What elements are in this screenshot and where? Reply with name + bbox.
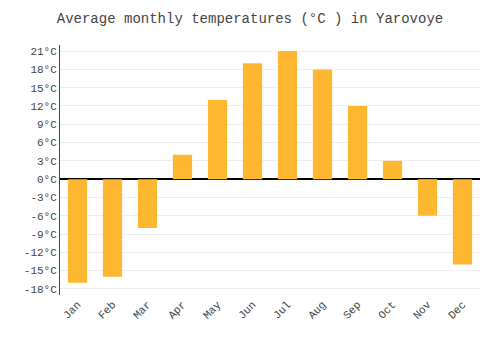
svg-text:Mar: Mar: [131, 299, 153, 321]
svg-text:9°C: 9°C: [37, 119, 57, 131]
svg-text:-18°C: -18°C: [24, 284, 57, 296]
svg-text:Jul: Jul: [271, 299, 293, 321]
svg-text:Apr: Apr: [166, 299, 188, 321]
svg-text:-6°C: -6°C: [30, 211, 57, 223]
svg-text:12°C: 12°C: [30, 101, 57, 113]
svg-text:15°C: 15°C: [30, 83, 57, 95]
svg-text:-15°C: -15°C: [24, 265, 57, 277]
svg-text:Nov: Nov: [411, 299, 434, 322]
svg-text:Jun: Jun: [236, 299, 258, 321]
svg-text:Dec: Dec: [446, 299, 468, 321]
svg-text:Jan: Jan: [61, 299, 83, 321]
svg-text:3°C: 3°C: [37, 156, 57, 168]
svg-text:-3°C: -3°C: [30, 192, 57, 204]
svg-text:Average monthly temperatures (: Average monthly temperatures (°C ) in Ya…: [57, 11, 443, 27]
svg-text:0°C: 0°C: [37, 174, 57, 186]
svg-text:18°C: 18°C: [30, 64, 57, 76]
svg-text:May: May: [201, 299, 224, 322]
svg-text:6°C: 6°C: [37, 137, 57, 149]
svg-text:Aug: Aug: [306, 299, 328, 321]
svg-text:21°C: 21°C: [30, 46, 57, 58]
svg-text:Oct: Oct: [376, 299, 398, 321]
svg-text:-12°C: -12°C: [24, 247, 57, 259]
svg-text:Sep: Sep: [341, 299, 363, 321]
svg-text:-9°C: -9°C: [30, 229, 57, 241]
svg-text:Feb: Feb: [96, 299, 118, 321]
